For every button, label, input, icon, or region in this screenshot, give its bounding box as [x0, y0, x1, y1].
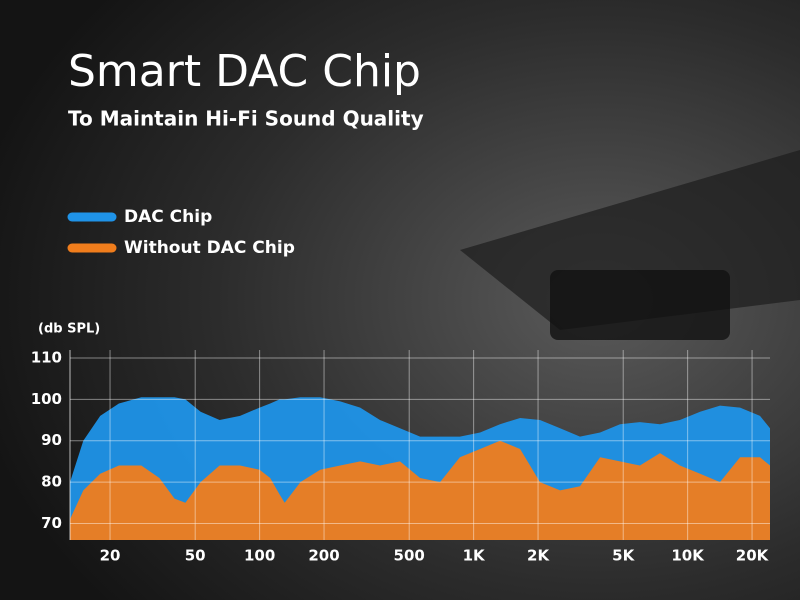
x-tick-label: 1K — [463, 547, 486, 565]
x-tick-label: 200 — [308, 547, 339, 565]
area — [70, 440, 770, 540]
x-tick-label: 2K — [527, 547, 550, 565]
x-tick-label: 5K — [612, 547, 635, 565]
legend-label: Without DAC Chip — [124, 238, 295, 258]
y-tick-label: 80 — [41, 473, 62, 491]
y-axis-label: (db SPL) — [38, 322, 100, 337]
plot: 70 80 90 100 110 20 50 100 200 500 1K 2K 5K 10K 20K — [31, 349, 770, 565]
x-tick-label: 500 — [394, 547, 425, 565]
x-tick-label: 10K — [671, 547, 705, 565]
y-tick-label: 100 — [31, 390, 62, 408]
x-tick-label: 50 — [185, 547, 206, 565]
cartridge-shape — [550, 270, 730, 340]
legend-label: DAC Chip — [124, 207, 212, 227]
y-tick-label: 70 — [41, 514, 62, 532]
x-tick-label: 100 — [244, 547, 275, 565]
chart-title: Smart DAC Chip — [68, 46, 421, 97]
x-tick-label: 20K — [736, 547, 770, 565]
x-tick-label: 20 — [100, 547, 121, 565]
chart-subtitle: To Maintain Hi-Fi Sound Quality — [68, 107, 424, 131]
legend: DAC Chip Without DAC Chip — [67, 207, 295, 258]
y-tick-label: 110 — [31, 349, 62, 367]
y-tick-label: 90 — [41, 431, 62, 449]
